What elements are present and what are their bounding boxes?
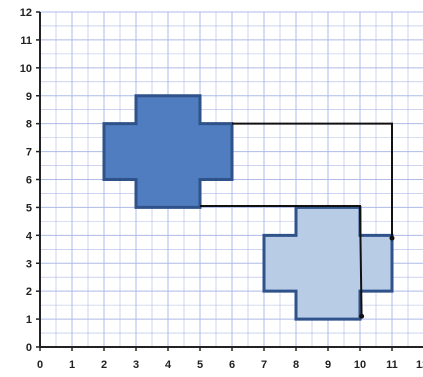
connectors-layer [200, 122, 395, 319]
y-tick-label: 6 [26, 175, 32, 187]
y-tick-label: 7 [26, 147, 32, 159]
y-tick-label: 12 [20, 7, 32, 19]
x-tick-label: 4 [165, 359, 172, 371]
x-tick-label: 1 [69, 359, 75, 371]
translation-path-1 [232, 122, 393, 239]
x-tick-label: 2 [101, 359, 107, 371]
y-tick-label: 4 [26, 230, 33, 242]
x-tick-label: 0 [37, 359, 43, 371]
translation-path-2 [200, 205, 363, 317]
endpoint-dot-2 [359, 313, 365, 319]
x-tick-label: 10 [354, 359, 366, 371]
y-tick-label: 3 [26, 258, 32, 270]
x-tick-label: 11 [386, 359, 398, 371]
y-tick-label: 10 [20, 63, 32, 75]
y-tick-label: 1 [26, 314, 32, 326]
x-tick-label: 9 [325, 359, 331, 371]
x-tick-label: 7 [261, 359, 267, 371]
y-tick-label: 8 [26, 119, 32, 131]
original-cross-shape [102, 94, 234, 209]
x-tick-label: 12 [416, 359, 423, 371]
y-tick-label: 9 [26, 91, 32, 103]
endpoint-dot-1 [389, 235, 395, 241]
x-tick-label: 3 [133, 359, 139, 371]
x-tick-label: 5 [197, 359, 203, 371]
x-tick-label: 6 [229, 359, 235, 371]
y-tick-label: 0 [26, 342, 32, 354]
y-tick-label: 2 [26, 286, 32, 298]
axes [36, 11, 423, 351]
y-tick-label: 11 [20, 35, 32, 47]
translated-cross-shape [262, 205, 394, 321]
y-tick-label: 5 [26, 202, 32, 214]
x-tick-label: 8 [293, 359, 299, 371]
